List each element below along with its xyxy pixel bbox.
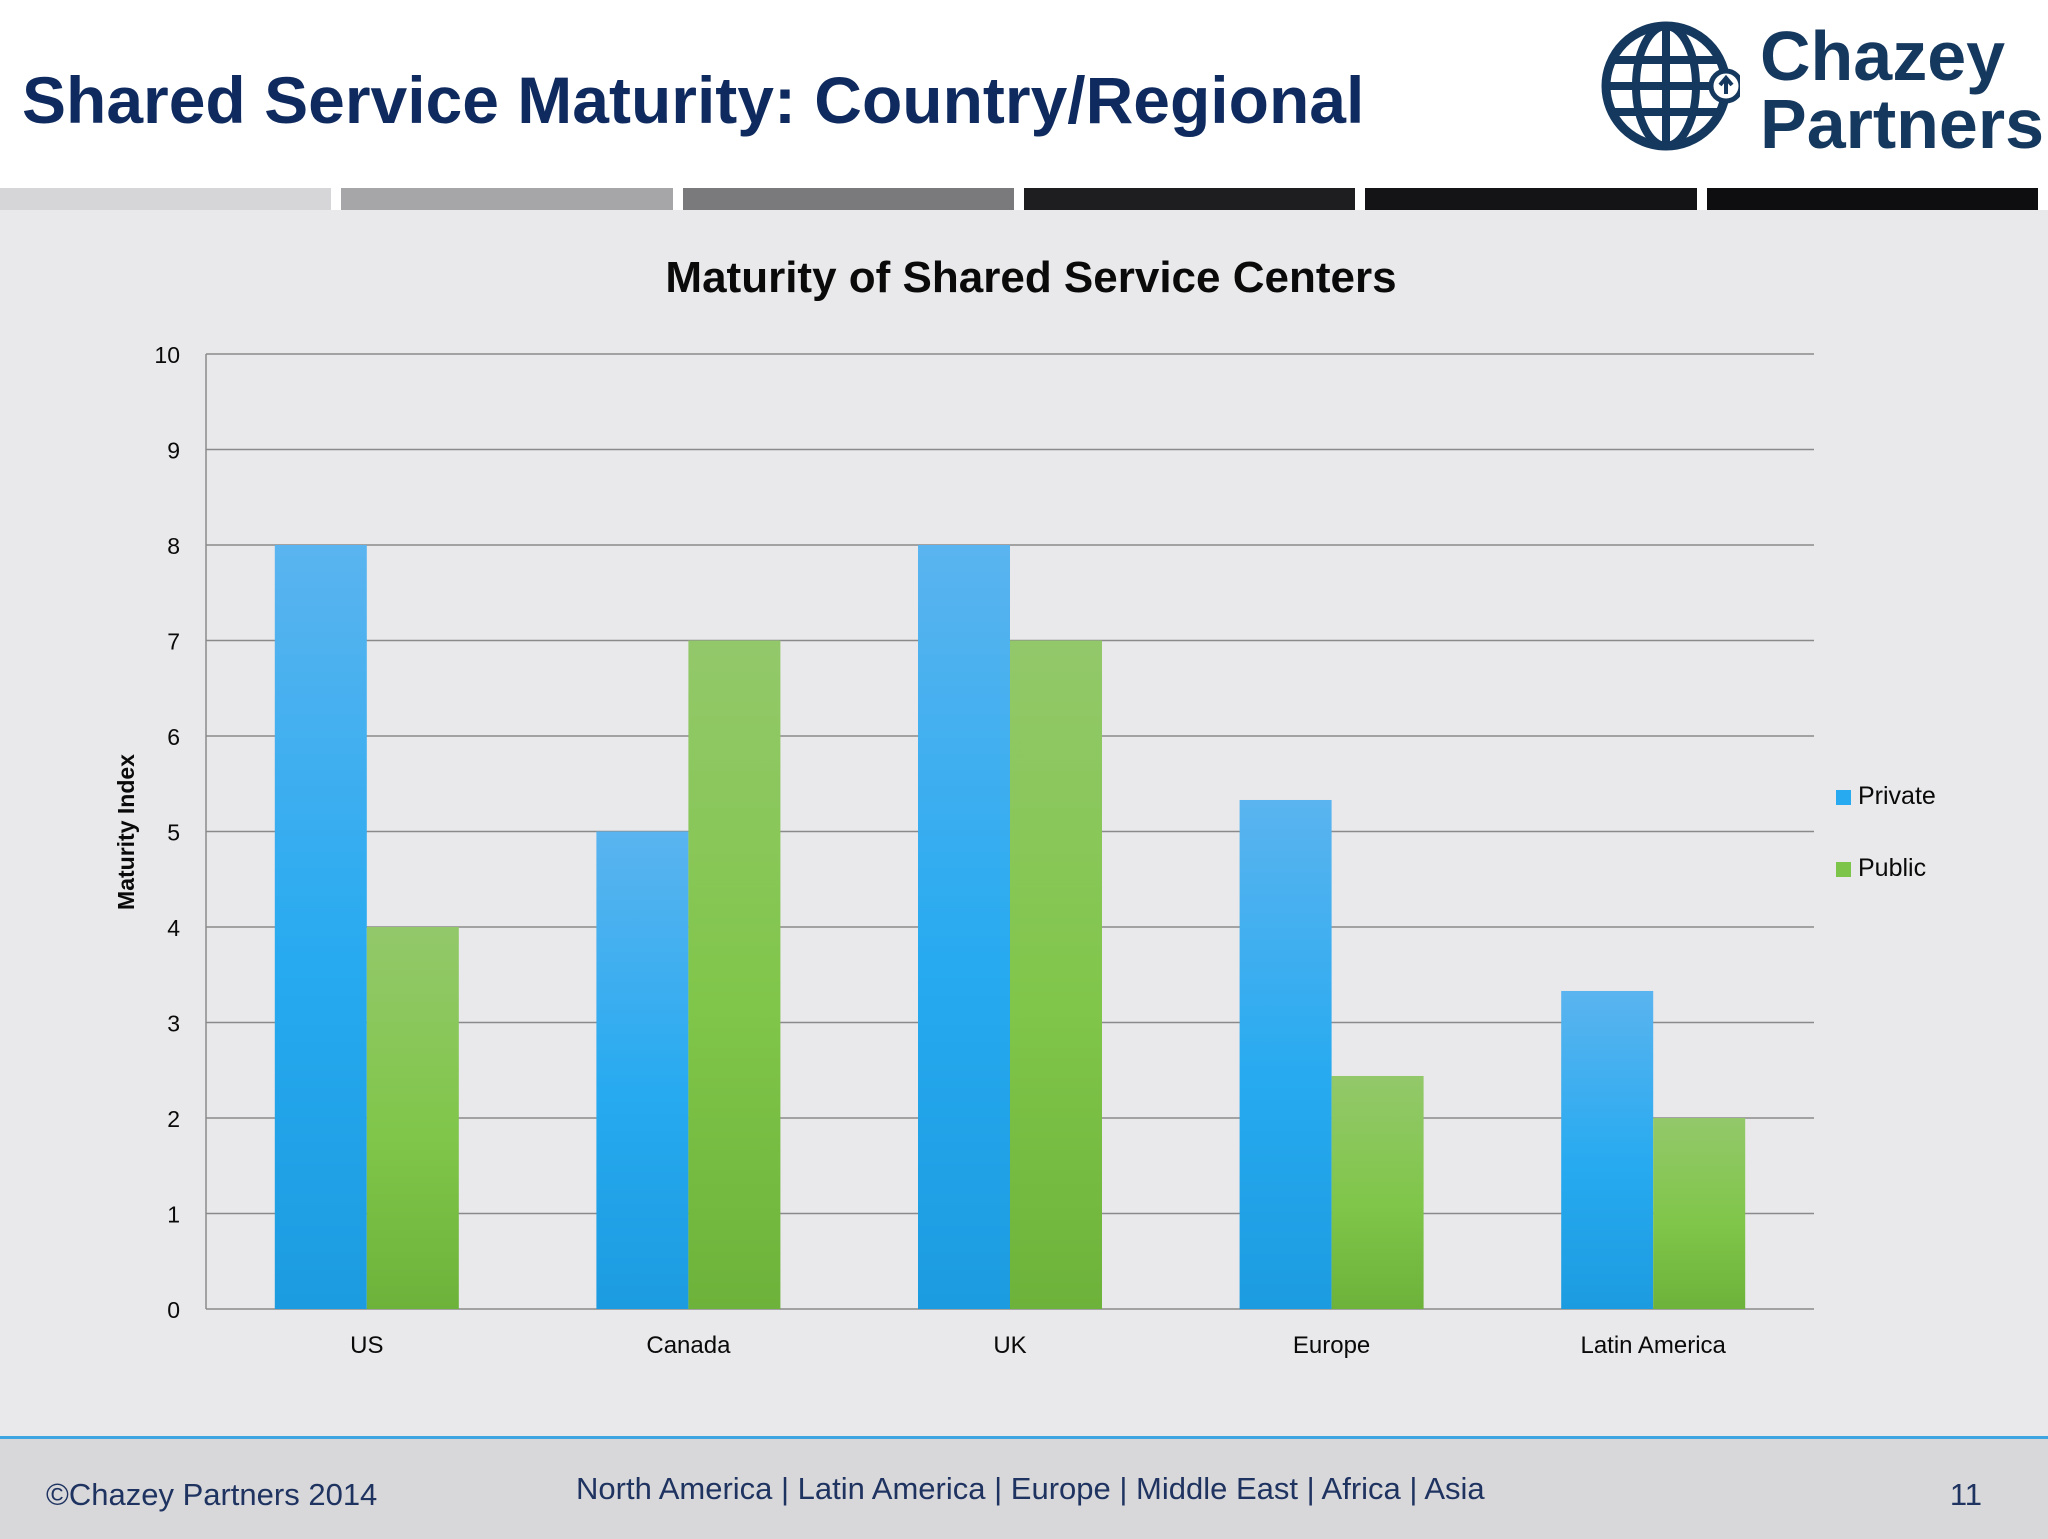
y-tick-label: 1	[167, 1202, 180, 1228]
legend-swatch-public	[1836, 862, 1851, 877]
y-tick-label: 10	[154, 342, 180, 368]
legend-label-public: Public	[1858, 854, 1926, 882]
legend-swatch-private	[1836, 790, 1851, 805]
chart-title: Maturity of Shared Service Centers	[665, 253, 1396, 302]
x-tick-label: UK	[993, 1332, 1026, 1359]
globe-icon	[1601, 21, 1740, 151]
y-tick-label: 4	[167, 915, 180, 941]
chart-legend: Private Public	[1836, 782, 1936, 882]
page-number: 11	[1949, 1477, 1982, 1512]
stripe-segment	[341, 188, 673, 210]
stripe-segment	[1024, 188, 1356, 210]
logo-line-2: Partners	[1760, 85, 2045, 163]
y-tick-label: 2	[167, 1106, 180, 1132]
y-tick-label: 5	[167, 820, 180, 846]
footer-copyright: ©Chazey Partners 2014	[46, 1477, 378, 1512]
chart-bars	[274, 545, 1746, 1309]
y-tick-label: 7	[167, 629, 180, 655]
x-axis-ticks: US Canada UK Europe Latin America	[350, 1332, 1726, 1359]
bar-private-latin-america	[1561, 990, 1654, 1309]
bar-private-canada	[596, 831, 689, 1309]
logo-line-1: Chazey	[1760, 17, 2006, 95]
y-tick-label: 3	[167, 1011, 180, 1037]
slide-title: Shared Service Maturity: Country/Regiona…	[22, 63, 1365, 137]
stripe-segment	[0, 188, 332, 210]
y-tick-label: 0	[167, 1297, 180, 1323]
slide-footer: ©Chazey Partners 2014 North America | La…	[0, 1436, 2048, 1539]
footer-regions: North America | Latin America | Europe |…	[576, 1471, 1485, 1506]
y-tick-label: 6	[167, 724, 180, 750]
stripe-segment	[1706, 188, 2038, 210]
bar-public-uk	[1010, 640, 1102, 1309]
x-tick-label: Canada	[646, 1332, 731, 1359]
y-axis-label: Maturity Index	[113, 754, 139, 910]
bar-private-us	[274, 545, 367, 1309]
bar-chart: Maturity of Shared Service Centers 0 1 2 3 4…	[113, 253, 1936, 1359]
bar-public-europe	[1331, 1075, 1424, 1309]
y-tick-label: 8	[167, 533, 180, 559]
stripe-segment	[1365, 188, 1697, 210]
chart-area: Maturity of Shared Service Centers 0 1 2 3 4…	[0, 210, 2048, 1436]
logo-wordmark: Chazey Partners	[1760, 17, 2045, 163]
bar-private-europe	[1239, 799, 1332, 1309]
bar-public-us	[366, 927, 459, 1309]
x-tick-label: Europe	[1293, 1332, 1370, 1359]
y-axis-ticks: 0 1 2 3 4 5 6 7 8 9 10	[154, 342, 180, 1323]
slide-header: Shared Service Maturity: Country/Regiona…	[0, 0, 2048, 178]
bar-private-uk	[918, 545, 1010, 1309]
decorative-stripes	[0, 188, 2048, 210]
x-tick-label: US	[350, 1332, 383, 1359]
x-tick-label: Latin America	[1580, 1332, 1726, 1359]
bar-public-canada	[688, 640, 781, 1309]
y-tick-label: 9	[167, 438, 180, 464]
bar-public-latin-america	[1653, 1118, 1746, 1309]
company-logo: Chazey Partners	[1600, 18, 2044, 159]
stripe-segment	[682, 188, 1014, 210]
legend-label-private: Private	[1858, 782, 1936, 810]
